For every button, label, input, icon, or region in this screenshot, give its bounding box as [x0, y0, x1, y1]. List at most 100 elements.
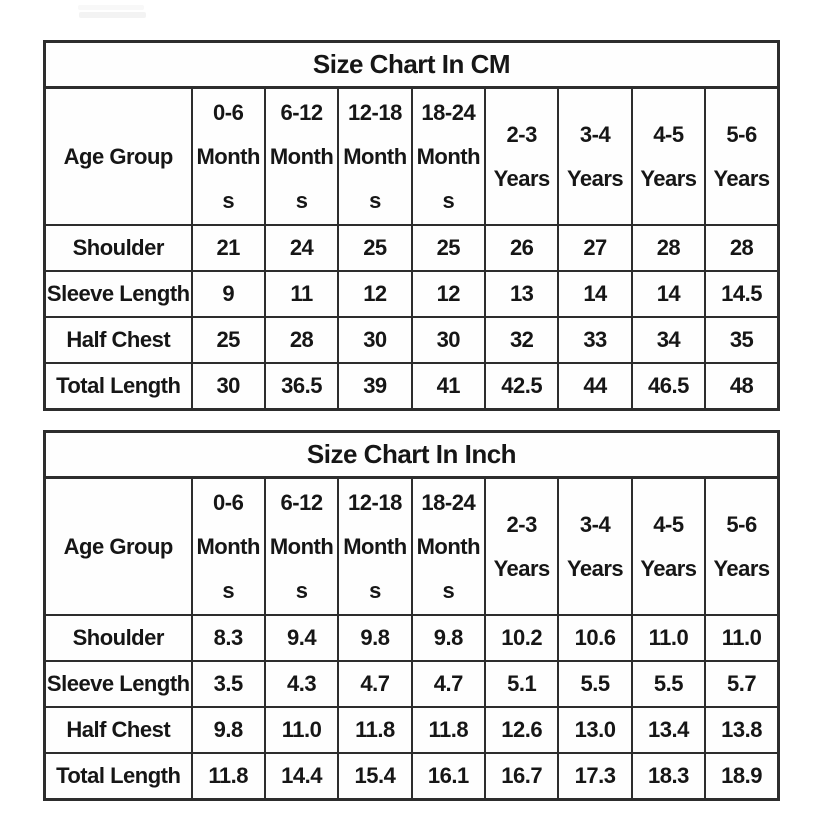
cell-value: 10.2	[483, 614, 560, 662]
cell-value: 9.8	[410, 614, 487, 662]
cell-value: 24	[263, 224, 340, 272]
column-header-18-24-months: 18-24 Months	[410, 86, 487, 226]
column-header-18-24-months: 18-24 Months	[410, 476, 487, 616]
cell-value: 5.5	[557, 660, 633, 708]
cell-value: 18.3	[630, 752, 707, 801]
cell-value: 16.7	[483, 752, 560, 801]
cell-value: 13.4	[630, 706, 707, 754]
cell-value: 11	[263, 270, 340, 318]
cell-value: 9.4	[263, 614, 340, 662]
cell-value: 5.7	[704, 660, 780, 708]
row-label-shoulder: Shoulder	[43, 224, 193, 272]
cell-value: 11.0	[630, 614, 707, 662]
column-header-2-3-years: 2-3 Years	[483, 476, 560, 616]
cell-value: 14	[630, 270, 707, 318]
cell-value: 42.5	[483, 362, 560, 411]
cell-value: 41	[410, 362, 487, 411]
cell-value: 44	[557, 362, 633, 411]
cell-value: 11.8	[337, 706, 413, 754]
cell-value: 30	[410, 316, 487, 364]
row-label-sleeve-length: Sleeve Length	[43, 660, 193, 708]
watermark-remnant-top	[78, 5, 144, 10]
cell-value: 17.3	[557, 752, 633, 801]
column-header-6-12-months: 6-12 Months	[263, 476, 340, 616]
table-row: Age Group 0-6 Months 6-12 Months 12-18 M…	[43, 476, 780, 616]
cell-value: 4.3	[263, 660, 340, 708]
cell-value: 18.9	[704, 752, 780, 801]
cell-value: 36.5	[263, 362, 340, 411]
cell-value: 33	[557, 316, 633, 364]
cell-value: 11.0	[704, 614, 780, 662]
table-row: Total Length 11.8 14.4 15.4 16.1 16.7 17…	[43, 752, 780, 801]
column-header-12-18-months: 12-18 Months	[337, 476, 413, 616]
cell-value: 3.5	[190, 660, 266, 708]
cell-value: 14.5	[704, 270, 780, 318]
column-header-3-4-years: 3-4 Years	[557, 86, 633, 226]
column-header-5-6-years: 5-6 Years	[704, 86, 780, 226]
table-title-cm: Size Chart In CM	[43, 40, 780, 89]
cell-value: 21	[190, 224, 266, 272]
cell-value: 28	[263, 316, 340, 364]
cell-value: 16.1	[410, 752, 487, 801]
table-row: Size Chart In CM	[43, 40, 780, 89]
column-header-6-12-months: 6-12 Months	[263, 86, 340, 226]
cell-value: 4.7	[337, 660, 413, 708]
cell-value: 30	[190, 362, 266, 411]
table-row: Shoulder 21 24 25 25 26 27 28 28	[43, 224, 780, 272]
cell-value: 5.5	[630, 660, 707, 708]
table-row: Sleeve Length 9 11 12 12 13 14 14 14.5	[43, 270, 780, 318]
watermark-remnant-bottom	[79, 12, 146, 18]
row-label-shoulder: Shoulder	[43, 614, 193, 662]
cell-value: 11.8	[190, 752, 266, 801]
row-label-sleeve-length: Sleeve Length	[43, 270, 193, 318]
cell-value: 35	[704, 316, 780, 364]
cell-value: 15.4	[337, 752, 413, 801]
cell-value: 28	[704, 224, 780, 272]
column-header-3-4-years: 3-4 Years	[557, 476, 633, 616]
cell-value: 4.7	[410, 660, 487, 708]
cell-value: 27	[557, 224, 633, 272]
cell-value: 34	[630, 316, 707, 364]
table-row: Size Chart In Inch	[43, 430, 780, 479]
cell-value: 32	[483, 316, 560, 364]
age-group-header: Age Group	[43, 476, 193, 616]
column-header-2-3-years: 2-3 Years	[483, 86, 560, 226]
cell-value: 10.6	[557, 614, 633, 662]
table-title-inch: Size Chart In Inch	[43, 430, 780, 479]
cell-value: 26	[483, 224, 560, 272]
table-row: Half Chest 9.8 11.0 11.8 11.8 12.6 13.0 …	[43, 706, 780, 754]
row-label-half-chest: Half Chest	[43, 316, 193, 364]
cell-value: 9.8	[190, 706, 266, 754]
column-header-4-5-years: 4-5 Years	[630, 86, 707, 226]
cell-value: 11.8	[410, 706, 487, 754]
cell-value: 28	[630, 224, 707, 272]
cell-value: 48	[704, 362, 780, 411]
cell-value: 9.8	[337, 614, 413, 662]
cell-value: 25	[410, 224, 487, 272]
cell-value: 14	[557, 270, 633, 318]
table-row: Shoulder 8.3 9.4 9.8 9.8 10.2 10.6 11.0 …	[43, 614, 780, 662]
cell-value: 25	[337, 224, 413, 272]
column-header-0-6-months: 0-6 Months	[190, 86, 266, 226]
row-label-total-length: Total Length	[43, 752, 193, 801]
table-row: Total Length 30 36.5 39 41 42.5 44 46.5 …	[43, 362, 780, 411]
row-label-half-chest: Half Chest	[43, 706, 193, 754]
cell-value: 25	[190, 316, 266, 364]
cell-value: 13	[483, 270, 560, 318]
cell-value: 8.3	[190, 614, 266, 662]
column-header-12-18-months: 12-18 Months	[337, 86, 413, 226]
cell-value: 39	[337, 362, 413, 411]
cell-value: 12	[410, 270, 487, 318]
size-chart-cm-table: Size Chart In CM Age Group 0-6 Months 6-…	[43, 40, 780, 411]
table-row: Half Chest 25 28 30 30 32 33 34 35	[43, 316, 780, 364]
cell-value: 46.5	[630, 362, 707, 411]
size-chart-inch-table: Size Chart In Inch Age Group 0-6 Months …	[43, 430, 780, 801]
cell-value: 13.0	[557, 706, 633, 754]
column-header-0-6-months: 0-6 Months	[190, 476, 266, 616]
cell-value: 12	[337, 270, 413, 318]
cell-value: 9	[190, 270, 266, 318]
table-row: Age Group 0-6 Months 6-12 Months 12-18 M…	[43, 86, 780, 226]
row-label-total-length: Total Length	[43, 362, 193, 411]
table-row: Sleeve Length 3.5 4.3 4.7 4.7 5.1 5.5 5.…	[43, 660, 780, 708]
